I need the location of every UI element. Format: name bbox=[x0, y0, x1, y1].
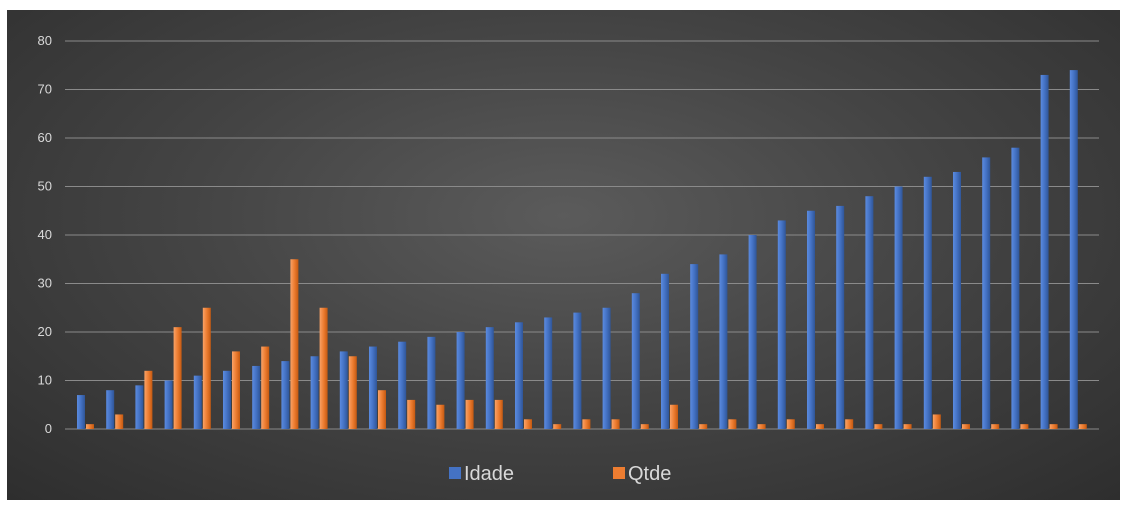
bar-idade-5 bbox=[193, 375, 202, 429]
bar-idade-25 bbox=[777, 220, 786, 429]
bar-chart: 0 10 20 30 40 50 60 70 80 Idade Qtde bbox=[38, 33, 1099, 485]
bar-idade-20 bbox=[631, 293, 640, 429]
bar-idade-33 bbox=[1011, 147, 1020, 429]
bar-qtde-21 bbox=[670, 404, 678, 429]
bar-qtde-3 bbox=[144, 370, 153, 429]
bar-idade-16 bbox=[515, 322, 523, 429]
bar-qtde-10 bbox=[348, 356, 357, 429]
y-tick-label: 40 bbox=[38, 227, 52, 242]
bar-idade-13 bbox=[427, 336, 436, 429]
bar-qtde-13 bbox=[436, 404, 445, 429]
bar-idade-3 bbox=[135, 385, 144, 429]
bar-qtde-35 bbox=[1078, 424, 1087, 429]
y-tick-label: 10 bbox=[38, 373, 52, 388]
bar-idade-24 bbox=[748, 235, 757, 429]
bar-idade-1 bbox=[77, 395, 85, 429]
bar-idade-7 bbox=[252, 365, 261, 429]
bar-idade-26 bbox=[807, 210, 815, 429]
bar-qtde-26 bbox=[816, 424, 824, 429]
bar-qtde-18 bbox=[582, 419, 591, 429]
y-tick-label: 20 bbox=[38, 324, 52, 339]
bar-idade-18 bbox=[573, 312, 582, 429]
bar-qtde-5 bbox=[202, 307, 211, 429]
bar-qtde-9 bbox=[319, 307, 328, 429]
y-tick-label: 80 bbox=[38, 33, 52, 48]
bar-qtde-25 bbox=[786, 419, 795, 429]
bar-qtde-24 bbox=[757, 424, 766, 429]
bar-idade-19 bbox=[602, 307, 611, 429]
bar-idade-28 bbox=[865, 196, 874, 429]
bar-idade-29 bbox=[894, 186, 903, 429]
bar-idade-27 bbox=[836, 205, 845, 429]
bar-idade-21 bbox=[661, 273, 669, 429]
bar-idade-15 bbox=[485, 327, 494, 429]
bar-idade-30 bbox=[923, 176, 932, 429]
bar-qtde-32 bbox=[991, 424, 1000, 429]
bar-qtde-23 bbox=[728, 419, 737, 429]
bar-qtde-16 bbox=[524, 419, 532, 429]
bar-qtde-2 bbox=[115, 414, 124, 429]
legend-swatch-qtde bbox=[613, 467, 625, 479]
bar-qtde-14 bbox=[465, 399, 474, 429]
bar-qtde-31 bbox=[962, 424, 970, 429]
bar-idade-23 bbox=[719, 254, 728, 429]
bar-qtde-27 bbox=[845, 419, 854, 429]
bar-idade-12 bbox=[398, 341, 407, 429]
bar-idade-9 bbox=[310, 356, 319, 429]
y-tick-label: 50 bbox=[38, 179, 52, 194]
bar-idade-2 bbox=[106, 390, 115, 429]
chart-area: 0 10 20 30 40 50 60 70 80 Idade Qtde bbox=[7, 10, 1120, 500]
bar-qtde-19 bbox=[611, 419, 620, 429]
bar-idade-8 bbox=[281, 361, 290, 429]
bar-qtde-34 bbox=[1049, 424, 1058, 429]
bar-idade-14 bbox=[456, 332, 465, 429]
bar-qtde-22 bbox=[699, 424, 708, 429]
bar-idade-35 bbox=[1069, 70, 1078, 429]
bar-qtde-6 bbox=[232, 351, 240, 429]
bar-idade-10 bbox=[339, 351, 348, 429]
y-tick-label: 30 bbox=[38, 276, 52, 291]
bar-qtde-20 bbox=[640, 424, 649, 429]
bar-qtde-12 bbox=[407, 399, 416, 429]
bar-idade-32 bbox=[982, 157, 991, 429]
bar-qtde-29 bbox=[903, 424, 912, 429]
y-tick-label: 60 bbox=[38, 130, 52, 145]
bar-idade-34 bbox=[1040, 74, 1049, 429]
legend-label-idade: Idade bbox=[464, 463, 514, 485]
bar-qtde-4 bbox=[173, 327, 182, 429]
bar-idade-11 bbox=[369, 346, 377, 429]
legend-swatch-idade bbox=[449, 467, 461, 479]
bar-idade-31 bbox=[953, 171, 961, 429]
bar-qtde-17 bbox=[553, 424, 562, 429]
bar-qtde-28 bbox=[874, 424, 883, 429]
bar-idade-4 bbox=[164, 380, 173, 429]
bar-qtde-7 bbox=[261, 346, 270, 429]
bar-qtde-8 bbox=[290, 259, 299, 429]
bar-qtde-30 bbox=[932, 414, 941, 429]
legend: Idade Qtde bbox=[449, 463, 671, 485]
legend-label-qtde: Qtde bbox=[628, 463, 671, 485]
bar-idade-6 bbox=[223, 370, 231, 429]
bar-qtde-15 bbox=[494, 399, 503, 429]
bar-qtde-11 bbox=[378, 390, 386, 429]
bar-qtde-1 bbox=[86, 424, 94, 429]
bar-idade-17 bbox=[544, 317, 553, 429]
y-tick-label: 70 bbox=[38, 82, 52, 97]
y-tick-label: 0 bbox=[45, 421, 52, 436]
bar-qtde-33 bbox=[1020, 424, 1029, 429]
bar-idade-22 bbox=[690, 264, 699, 429]
